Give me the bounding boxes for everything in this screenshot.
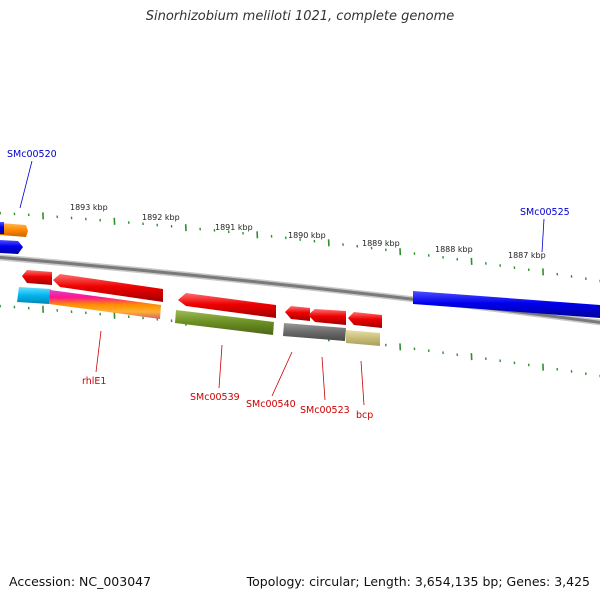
feature-blue-arrow — [0, 240, 23, 254]
feature-red-small-arrow — [22, 270, 52, 285]
leader-rhlE1 — [95, 330, 102, 373]
ruler-label-1889: 1889 kbp — [362, 239, 400, 248]
gene-label-SMc00525: SMc00525 — [520, 207, 570, 218]
label-leaders — [19, 160, 545, 406]
gene-label-SMc00540: SMc00540 — [246, 399, 296, 410]
leader-SMc00520 — [19, 160, 33, 209]
gene-label-SMc00520: SMc00520 — [7, 149, 57, 160]
genome-backbone — [0, 254, 600, 326]
gene-label-bcp: bcp — [356, 410, 373, 421]
feature-red-arrow-1 — [285, 306, 310, 321]
leader-SMc00523 — [321, 356, 326, 401]
gene-rhlE1-upper-arrow — [53, 274, 163, 302]
outer-strand-features — [0, 222, 600, 318]
leader-bcp — [360, 360, 365, 406]
gene-bcp-arrow — [348, 312, 382, 328]
gene-SMc00539-arrow — [178, 293, 276, 318]
gene-label-SMc00539: SMc00539 — [190, 392, 240, 403]
gene-labels: SMc00520 SMc00525 rhlE1 SMc00539 SMc0054… — [7, 149, 570, 421]
ruler-label-1893: 1893 kbp — [70, 203, 108, 212]
ruler-label-1887: 1887 kbp — [508, 251, 546, 260]
ruler-label-1892: 1892 kbp — [142, 213, 180, 222]
ruler-label-1891: 1891 kbp — [215, 223, 253, 232]
leader-SMc00525 — [541, 218, 545, 253]
gene-SMc00540-block — [283, 323, 346, 341]
footer-summary: Topology: circular; Length: 3,654,135 bp… — [246, 574, 590, 589]
gene-SMc00525-block — [413, 291, 600, 318]
map-title: Sinorhizobium meliloti 1021, complete ge… — [145, 9, 455, 24]
gene-SMc00539-block — [175, 310, 274, 335]
ruler-label-1890: 1890 kbp — [288, 231, 326, 240]
ruler-labels: 1893 kbp 1892 kbp 1891 kbp 1890 kbp 1889… — [70, 203, 546, 260]
footer-accession: Accession: NC_003047 — [9, 574, 152, 589]
leader-SMc00539 — [218, 344, 223, 389]
gene-bcp-block — [346, 330, 380, 346]
ruler-label-1888: 1888 kbp — [435, 245, 473, 254]
gene-SMc00523-arrow — [308, 309, 346, 325]
ruler-ticks-outer — [0, 211, 600, 283]
inner-strand-features — [17, 270, 382, 346]
feature-orange-arrow — [0, 223, 28, 237]
feature-blue-sliver — [0, 222, 4, 234]
leader-SMc00540 — [271, 351, 293, 397]
gene-label-SMc00523: SMc00523 — [300, 405, 350, 416]
gene-rhlE1-block — [49, 290, 161, 319]
feature-cyan-block — [17, 287, 51, 304]
gene-label-rhlE1: rhlE1 — [82, 376, 106, 387]
